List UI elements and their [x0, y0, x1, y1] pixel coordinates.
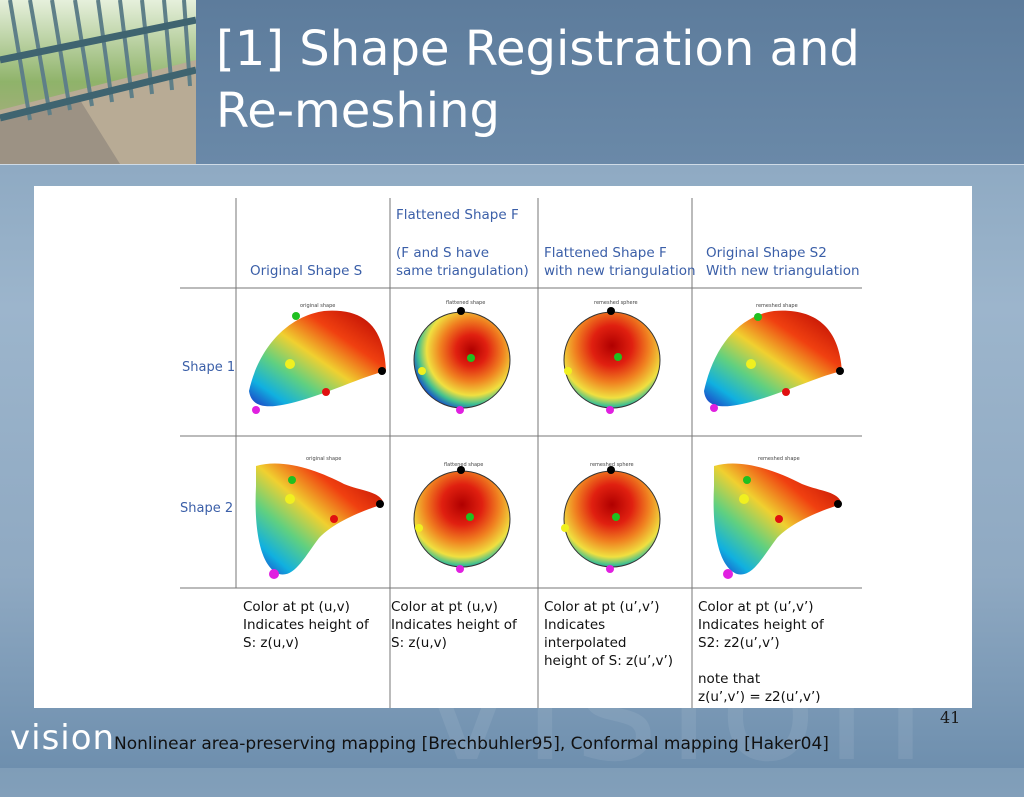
slide-header: [1] Shape Registration and Re-meshing	[0, 0, 1024, 165]
mini-label-original-2: original shape	[306, 456, 342, 462]
col-header-s2-line1: Original Shape S2	[706, 245, 827, 261]
shape2-flattened	[413, 466, 511, 573]
header-photo	[0, 0, 196, 164]
caption-flattened: Color at pt (u,v) Indicates height of S:…	[391, 599, 517, 651]
title-line-2: Re-meshing	[216, 83, 500, 139]
mini-label-remeshed-shape-1: remeshed shape	[756, 303, 798, 309]
vision-logo: vision	[10, 718, 116, 758]
mini-label-remeshed-sphere-1: remeshed sphere	[594, 300, 638, 306]
caption-s2: Color at pt (u’,v’) Indicates height of …	[698, 599, 824, 705]
shape2-remeshed-shape	[713, 463, 842, 579]
row-label-shape2: Shape 2	[180, 501, 234, 516]
table-grid	[180, 198, 862, 708]
col-header-flattened-line1: Flattened Shape F	[396, 207, 519, 223]
row-label-shape1: Shape 1	[182, 360, 236, 375]
footer-reference: Nonlinear area-preserving mapping [Brech…	[114, 734, 829, 754]
mini-label-flattened-2: flattened shape	[444, 462, 484, 468]
col-header-original-shape: Original Shape S	[250, 263, 363, 279]
bridge-railing-image	[0, 0, 196, 164]
col-header-s2-line2: With new triangulation	[706, 263, 860, 279]
shape1-original	[249, 310, 386, 414]
content-panel: Original Shape S Flattened Shape F (F an…	[34, 186, 972, 708]
slide-title: [1] Shape Registration and Re-meshing	[216, 18, 1006, 142]
shape2-original	[255, 463, 384, 579]
col-header-flattened-line3: same triangulation)	[396, 263, 529, 279]
shape1-flattened	[413, 307, 511, 414]
col-header-new-tri-line1: Flattened Shape F	[544, 245, 667, 261]
mini-label-remeshed-shape-2: remeshed shape	[758, 456, 800, 462]
mini-label-flattened-1: flattened shape	[446, 300, 486, 306]
caption-original: Color at pt (u,v) Indicates height of S:…	[243, 599, 369, 651]
mini-label-original-1: original shape	[300, 303, 336, 309]
shape1-remeshed-sphere	[563, 307, 661, 414]
col-header-new-tri-line2: with new triangulation	[544, 263, 696, 279]
slide-number: 41	[940, 708, 961, 727]
shape1-remeshed-shape	[704, 310, 844, 412]
mini-label-remeshed-sphere-2: remeshed sphere	[590, 462, 634, 468]
title-line-1: [1] Shape Registration and	[216, 21, 860, 77]
col-header-flattened-line2: (F and S have	[396, 245, 489, 261]
caption-new-triangulation: Color at pt (u’,v’) Indicates interpolat…	[544, 599, 674, 669]
shape2-remeshed-sphere	[561, 466, 661, 573]
